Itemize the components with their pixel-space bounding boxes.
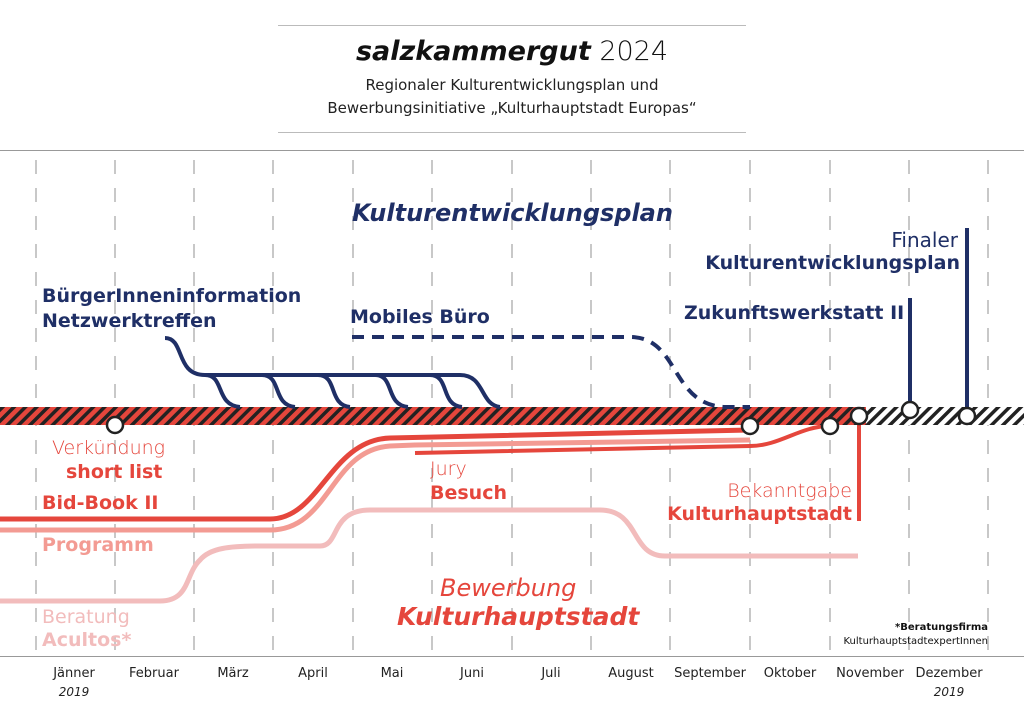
milestone-bekanntgabe xyxy=(849,406,869,426)
month-label: August xyxy=(608,666,654,681)
label-besuch: Besuch xyxy=(430,482,507,504)
milestone-jury xyxy=(820,416,840,436)
month-label: Mai xyxy=(380,666,404,681)
label-bidbook: Bid-Book II xyxy=(42,492,159,514)
milestone-finaler xyxy=(957,406,977,426)
label-netzwerk: Netzwerktreffen xyxy=(42,310,217,332)
month-label: Jänner xyxy=(53,666,95,681)
label-verkuendung: Verkündung xyxy=(52,437,166,459)
month-label: Juni xyxy=(460,666,484,681)
main-bar-red xyxy=(0,407,866,425)
netzwerk-lines xyxy=(164,336,501,409)
subtitle-line-2: Bewerbungsinitiative „Kulturhauptstadt E… xyxy=(327,99,697,117)
upper-heading: Kulturentwicklungsplan xyxy=(352,199,673,227)
year-end: 2019 xyxy=(933,685,965,699)
milestone-bidbook xyxy=(740,416,760,436)
page-title: salzkammergut 2024 xyxy=(0,36,1024,67)
label-bewerbung: Bewerbung xyxy=(440,574,577,602)
label-finaler-2: Kulturentwicklungsplan xyxy=(705,252,960,274)
title-bold: salzkammergut xyxy=(355,36,591,67)
label-bewerbung-2: Kulturhauptstadt xyxy=(397,602,640,631)
month-label: November xyxy=(836,666,904,681)
line-bidbook xyxy=(0,427,751,522)
month-label: April xyxy=(298,666,328,681)
month-label: Februar xyxy=(129,666,179,681)
month-label: Juli xyxy=(541,666,561,681)
main-bar-gray xyxy=(866,407,1024,425)
label-khs: Kulturhauptstadt xyxy=(667,503,852,525)
label-bekanntgabe: Bekanntgabe xyxy=(727,480,852,502)
title-year: 2024 xyxy=(599,36,669,67)
year-start: 2019 xyxy=(58,685,90,699)
label-programm: Programm xyxy=(42,534,154,556)
subtitle-line-1: Regionaler Kulturentwicklungsplan und xyxy=(365,76,659,94)
footnote-1: *Beratungsfirma xyxy=(895,622,988,633)
label-buergerinfo: BürgerInneninformation xyxy=(42,285,302,307)
month-label: Oktober xyxy=(763,666,817,681)
footnote-2: KulturhauptstadtexpertInnen xyxy=(843,636,988,647)
label-shortlist: short list xyxy=(66,461,163,483)
mobiles-line xyxy=(352,335,750,409)
month-label: September xyxy=(674,666,746,681)
line-acultos xyxy=(0,507,858,604)
milestone-zukunft xyxy=(900,400,920,420)
label-mobiles: Mobiles Büro xyxy=(350,306,490,328)
month-label: Dezember xyxy=(915,666,983,681)
label-acultos: Acultos* xyxy=(42,629,132,651)
milestone-verkuendung xyxy=(105,415,125,435)
label-finaler: Finaler xyxy=(891,228,958,252)
label-jury: Jury xyxy=(430,458,467,480)
label-zukunft: Zukunftswerkstatt II xyxy=(684,302,905,324)
line-jury xyxy=(414,424,831,455)
label-beratung: Beratung xyxy=(42,606,130,628)
line-programm xyxy=(0,437,751,533)
month-label: März xyxy=(217,666,249,681)
